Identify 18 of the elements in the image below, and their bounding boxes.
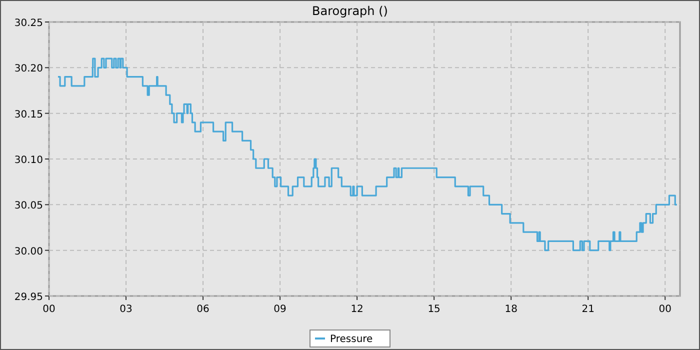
x-tick-label: 00 <box>658 304 672 315</box>
x-tick-label: 12 <box>350 304 364 315</box>
y-tick-label: 30.05 <box>14 200 43 212</box>
y-tick-label: 30.00 <box>14 246 43 258</box>
chart-title: Barograph () <box>312 4 388 18</box>
x-tick-label: 18 <box>504 304 518 315</box>
x-tick-label: 15 <box>428 304 440 315</box>
y-tick-label: 30.10 <box>14 155 43 166</box>
x-tick-label: 09 <box>274 304 286 315</box>
x-tick-label: 03 <box>120 304 132 315</box>
legend-label: Pressure <box>330 334 373 345</box>
x-tick-label: 00 <box>42 304 56 315</box>
y-tick-label: 29.95 <box>14 292 43 303</box>
y-tick-label: 30.15 <box>14 109 43 120</box>
x-tick-label: 21 <box>582 304 594 315</box>
y-tick-label: 30.25 <box>14 18 43 29</box>
x-tick-label: 06 <box>196 304 210 315</box>
y-tick-label: 30.20 <box>14 64 43 75</box>
